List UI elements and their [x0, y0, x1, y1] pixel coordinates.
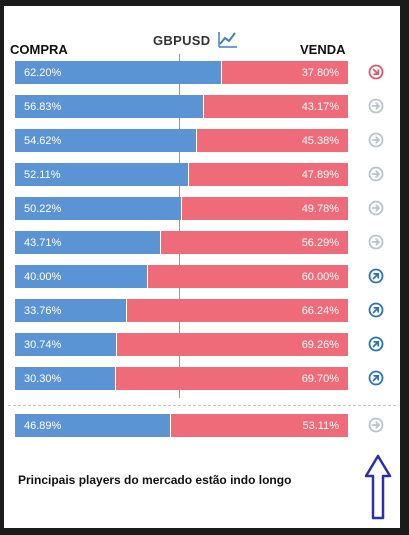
- sentiment-bar: 43.71% 56.29%: [15, 231, 348, 254]
- buy-percentage: 46.89%: [15, 414, 172, 437]
- arrow-right-icon[interactable]: [368, 234, 384, 250]
- sentiment-row: 43.71% 56.29%: [4, 230, 400, 264]
- arrow-up-right-icon[interactable]: [368, 370, 384, 386]
- sentiment-bar: 50.22% 49.78%: [15, 197, 348, 220]
- sentiment-row: 56.83% 43.17%: [4, 94, 400, 128]
- arrow-up-right-icon[interactable]: [368, 302, 384, 318]
- sentiment-row: 30.74% 69.26%: [4, 332, 400, 366]
- sell-percentage: 43.17%: [204, 95, 348, 118]
- up-arrow-icon: [364, 454, 392, 520]
- arrow-right-icon[interactable]: [368, 166, 384, 182]
- sell-percentage: 56.29%: [160, 231, 348, 254]
- buy-percentage: 50.22%: [15, 197, 183, 220]
- sentiment-bar: 30.30% 69.70%: [15, 367, 348, 390]
- buy-percentage: 56.83%: [15, 95, 205, 118]
- buy-percentage: 43.71%: [15, 231, 161, 254]
- sentiment-row: 50.22% 49.78%: [4, 196, 400, 230]
- sell-percentage: 45.38%: [196, 129, 348, 152]
- buy-percentage: 62.20%: [15, 61, 223, 84]
- sentiment-row: 33.76% 66.24%: [4, 298, 400, 332]
- sentiment-bar: 33.76% 66.24%: [15, 299, 348, 322]
- sentiment-bar: 46.89% 53.11%: [15, 414, 348, 437]
- arrow-right-icon[interactable]: [368, 132, 384, 148]
- buy-percentage: 33.76%: [15, 299, 128, 322]
- buy-column-label: COMPRA: [10, 42, 68, 57]
- buy-percentage: 52.11%: [15, 163, 189, 186]
- arrow-up-right-icon[interactable]: [368, 336, 384, 352]
- arrow-down-right-icon[interactable]: [368, 64, 384, 80]
- header: GBPUSD COMPRA VENDA: [4, 6, 400, 57]
- sentiment-row: 52.11% 47.89%: [4, 162, 400, 196]
- sentiment-rows: 62.20% 37.80% 56.83% 43.17% 54.62% 45.38% 52.1…: [4, 60, 400, 400]
- divider: [8, 405, 396, 406]
- sentiment-bar: 40.00% 60.00%: [15, 265, 348, 288]
- sell-percentage: 49.78%: [182, 197, 348, 220]
- sentiment-bar: 62.20% 37.80%: [15, 61, 348, 84]
- sentiment-panel: GBPUSD COMPRA VENDA 62.20% 37.80% 56.83% 43…: [4, 6, 400, 528]
- sentiment-row: 62.20% 37.80%: [4, 60, 400, 94]
- arrow-right-icon[interactable]: [368, 417, 384, 433]
- summary-row: 46.89% 53.11%: [4, 413, 400, 439]
- buy-percentage: 30.30%: [15, 367, 116, 390]
- status-message: Principais players do mercado estão indo…: [18, 473, 292, 487]
- sell-percentage: 66.24%: [127, 299, 348, 322]
- sentiment-row: 54.62% 45.38%: [4, 128, 400, 162]
- sell-percentage: 69.70%: [115, 367, 348, 390]
- sentiment-bar: 52.11% 47.89%: [15, 163, 348, 186]
- buy-percentage: 40.00%: [15, 265, 149, 288]
- sentiment-bar: 54.62% 45.38%: [15, 129, 348, 152]
- arrow-right-icon[interactable]: [368, 200, 384, 216]
- symbol-title: GBPUSD: [153, 33, 211, 48]
- sentiment-row: 40.00% 60.00%: [4, 264, 400, 298]
- sell-percentage: 69.26%: [117, 333, 348, 356]
- sell-percentage: 53.11%: [171, 414, 348, 437]
- sell-percentage: 60.00%: [148, 265, 348, 288]
- sentiment-row: 30.30% 69.70%: [4, 366, 400, 400]
- arrow-up-right-icon[interactable]: [368, 268, 384, 284]
- sentiment-bar: 30.74% 69.26%: [15, 333, 348, 356]
- sell-column-label: VENDA: [300, 42, 346, 57]
- line-chart-icon[interactable]: [218, 30, 238, 48]
- arrow-right-icon[interactable]: [368, 98, 384, 114]
- sentiment-row: 46.89% 53.11%: [4, 413, 400, 447]
- buy-percentage: 54.62%: [15, 129, 197, 152]
- sell-percentage: 47.89%: [188, 163, 348, 186]
- sentiment-bar: 56.83% 43.17%: [15, 95, 348, 118]
- center-line: [179, 54, 180, 398]
- buy-percentage: 30.74%: [15, 333, 118, 356]
- sell-percentage: 37.80%: [222, 61, 348, 84]
